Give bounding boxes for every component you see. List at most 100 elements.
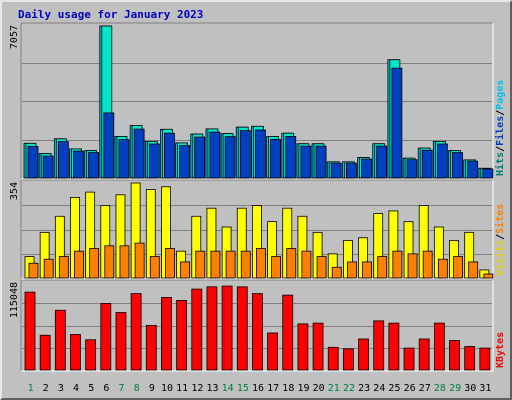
day-label-8: 8 <box>134 383 140 394</box>
bar-kbytes-day-18 <box>282 294 294 371</box>
day-label-27: 27 <box>419 383 431 394</box>
day-label-29: 29 <box>449 383 461 394</box>
bar-sites-day-18 <box>286 248 297 279</box>
legend-item-kbytes: KBytes <box>495 332 506 368</box>
bar-kbytes-day-17 <box>267 332 278 371</box>
bar-sites-day-14 <box>225 250 236 279</box>
bar-sites-day-20 <box>316 256 327 279</box>
legend-separator: / <box>495 110 506 116</box>
bar-kbytes-day-23 <box>358 338 369 371</box>
bar-pages-day-3 <box>57 141 69 179</box>
bar-pages-day-9 <box>148 143 160 179</box>
bar-pages-day-28 <box>436 143 448 179</box>
bar-pages-day-14 <box>224 136 236 179</box>
bar-kbytes-day-29 <box>449 340 460 371</box>
day-label-17: 17 <box>267 383 279 394</box>
day-label-14: 14 <box>222 383 234 394</box>
bar-pages-day-30 <box>467 160 479 179</box>
legend-item-visits: Visits <box>494 240 506 276</box>
day-label-20: 20 <box>313 383 325 394</box>
bar-kbytes-day-30 <box>464 346 476 371</box>
day-label-28: 28 <box>434 383 446 394</box>
bar-sites-day-9 <box>149 256 160 279</box>
bar-kbytes-day-7 <box>115 312 127 371</box>
day-label-1: 1 <box>28 383 34 394</box>
max-label-visits-sites: 354 <box>9 182 20 200</box>
bar-sites-day-12 <box>195 250 206 279</box>
bar-sites-day-2 <box>43 258 54 279</box>
bar-kbytes-day-5 <box>85 339 97 371</box>
bar-pages-day-23 <box>361 158 372 179</box>
bar-kbytes-day-22 <box>342 348 354 371</box>
day-label-31: 31 <box>479 383 491 394</box>
bar-sites-day-26 <box>407 253 418 279</box>
bar-pages-day-20 <box>315 145 327 179</box>
bar-pages-day-5 <box>88 152 100 179</box>
day-label-23: 23 <box>358 383 370 394</box>
bar-kbytes-day-11 <box>176 300 188 371</box>
bar-pages-day-1 <box>27 145 39 179</box>
bar-sites-day-21 <box>331 266 342 279</box>
bar-sites-day-15 <box>240 250 251 279</box>
bar-sites-day-23 <box>362 261 372 279</box>
bar-sites-day-1 <box>28 262 39 279</box>
bar-sites-day-27 <box>422 250 433 279</box>
bar-sites-day-13 <box>210 250 221 279</box>
bar-kbytes-day-10 <box>161 297 172 371</box>
bar-pages-day-13 <box>209 131 221 179</box>
bar-kbytes-day-6 <box>100 303 112 371</box>
bar-sites-day-7 <box>119 245 130 279</box>
bar-kbytes-day-28 <box>433 322 445 371</box>
bar-pages-day-7 <box>118 139 130 179</box>
bar-sites-day-3 <box>58 256 69 279</box>
day-label-9: 9 <box>149 383 155 394</box>
bar-pages-day-29 <box>452 152 463 179</box>
day-label-16: 16 <box>252 383 264 394</box>
legend-item-hits: Hits <box>494 152 506 176</box>
bar-kbytes-day-4 <box>70 334 81 371</box>
bar-sites-day-31 <box>483 273 494 279</box>
bar-kbytes-day-24 <box>373 320 385 371</box>
day-label-15: 15 <box>237 383 249 394</box>
bar-kbytes-day-2 <box>39 334 51 371</box>
day-label-19: 19 <box>297 383 309 394</box>
day-label-3: 3 <box>58 383 64 394</box>
day-label-7: 7 <box>119 383 125 394</box>
bar-kbytes-day-8 <box>130 293 142 371</box>
bar-pages-day-12 <box>194 136 206 179</box>
bar-sites-day-25 <box>392 250 403 279</box>
day-label-10: 10 <box>161 383 173 394</box>
legend-item-files: Files <box>494 116 506 146</box>
bar-pages-day-4 <box>73 150 84 179</box>
day-label-22: 22 <box>343 383 355 394</box>
bar-sites-day-16 <box>256 248 266 279</box>
legend-separator: / <box>495 146 506 152</box>
bar-kbytes-day-16 <box>252 293 263 371</box>
day-label-26: 26 <box>404 383 416 394</box>
day-label-18: 18 <box>282 383 294 394</box>
bar-kbytes-day-15 <box>236 286 248 371</box>
day-label-4: 4 <box>73 383 79 394</box>
bar-kbytes-day-27 <box>418 338 430 371</box>
bar-sites-day-5 <box>89 248 100 279</box>
bar-sites-day-4 <box>74 250 84 279</box>
bar-pages-day-6 <box>103 112 115 179</box>
day-label-12: 12 <box>191 383 203 394</box>
bar-kbytes-day-14 <box>221 285 233 371</box>
bar-pages-day-24 <box>376 145 388 179</box>
day-label-25: 25 <box>388 383 400 394</box>
bar-pages-day-15 <box>239 130 251 179</box>
bar-pages-day-22 <box>345 162 357 179</box>
bar-sites-day-11 <box>180 261 191 279</box>
bar-sites-day-22 <box>346 261 357 279</box>
max-label-hits-files-pages: 7057 <box>9 25 20 49</box>
day-label-5: 5 <box>88 383 94 394</box>
bar-kbytes-day-1 <box>24 291 36 371</box>
day-label-30: 30 <box>464 383 476 394</box>
legend-item-pages: Pages <box>495 80 506 110</box>
day-label-6: 6 <box>103 383 109 394</box>
bar-pages-day-27 <box>421 149 433 179</box>
bar-kbytes-day-3 <box>54 309 66 371</box>
legend-item-sites: Sites <box>494 204 506 234</box>
